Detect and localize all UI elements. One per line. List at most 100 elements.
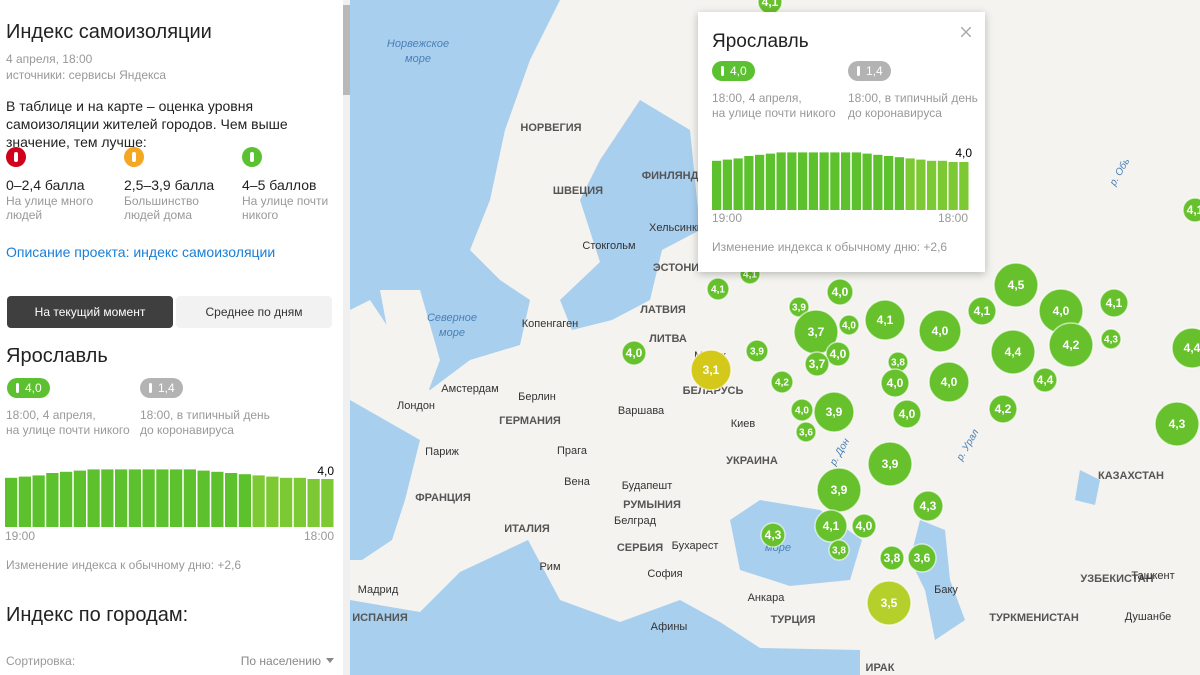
cluster[interactable] xyxy=(828,539,850,561)
cluster[interactable] xyxy=(790,398,814,422)
city-label: Вена xyxy=(564,476,591,488)
country-label: ШВЕЦИЯ xyxy=(553,185,603,197)
project-link[interactable]: Описание проекта: индекс самоизоляции xyxy=(6,244,276,260)
cluster[interactable] xyxy=(866,580,912,626)
cluster[interactable] xyxy=(1182,197,1200,223)
cluster-value: 4,1 xyxy=(743,270,757,281)
tab[interactable]: Среднее по дням xyxy=(176,296,332,328)
cluster[interactable] xyxy=(795,421,817,443)
cluster[interactable] xyxy=(621,340,647,366)
cluster-value: 4,3 xyxy=(765,528,782,542)
bar xyxy=(798,152,808,210)
now-time: 18:00, 4 апреля, xyxy=(712,91,802,105)
cluster-value: 3,6 xyxy=(914,551,931,565)
badge-typical: 1,4 xyxy=(140,378,183,398)
cluster[interactable] xyxy=(880,368,910,398)
cluster-value: 4,1 xyxy=(823,519,840,533)
cluster[interactable] xyxy=(1048,322,1094,368)
cluster-value: 3,9 xyxy=(826,405,843,419)
cluster[interactable] xyxy=(825,341,851,367)
bar xyxy=(722,159,732,210)
cluster[interactable] xyxy=(928,361,970,403)
start-label: 19:00 xyxy=(5,529,35,543)
cluster[interactable] xyxy=(864,299,906,341)
cluster-value: 4,0 xyxy=(832,285,849,299)
cluster[interactable] xyxy=(770,370,794,394)
cluster[interactable] xyxy=(1032,367,1058,393)
cluster[interactable] xyxy=(760,522,786,548)
cluster[interactable] xyxy=(826,278,854,306)
cluster[interactable] xyxy=(1154,401,1200,447)
bar xyxy=(238,474,251,527)
water-label: море xyxy=(439,327,465,339)
cluster[interactable] xyxy=(892,399,922,429)
cluster[interactable] xyxy=(745,339,769,363)
cluster[interactable] xyxy=(918,309,962,353)
bar xyxy=(787,152,797,210)
cluster-value: 4,0 xyxy=(856,519,873,533)
typical-note: до коронавируса xyxy=(848,106,942,120)
cluster[interactable] xyxy=(912,490,944,522)
cluster[interactable] xyxy=(1099,288,1129,318)
bar xyxy=(115,469,128,527)
cluster[interactable] xyxy=(1100,328,1122,350)
city-label: Душанбе xyxy=(1125,611,1172,623)
bar xyxy=(830,152,840,210)
city-label: Рим xyxy=(539,561,560,573)
cluster[interactable] xyxy=(804,351,830,377)
description: В таблице и на карте – оценка уровня сам… xyxy=(6,98,288,150)
cluster-value: 4,5 xyxy=(1008,278,1025,292)
cluster[interactable] xyxy=(988,394,1018,424)
cluster[interactable] xyxy=(838,314,860,336)
cluster-value: 4,0 xyxy=(626,346,643,360)
tab-active[interactable]: На текущий момент xyxy=(7,296,173,328)
legend-note: На улице почти никого xyxy=(242,194,329,222)
cluster[interactable] xyxy=(879,545,905,571)
sort-value[interactable]: По населению xyxy=(240,654,321,668)
cluster[interactable] xyxy=(814,509,848,543)
water-label: Норвежское xyxy=(387,38,449,50)
cluster[interactable] xyxy=(990,329,1036,375)
country-label: ГЕРМАНИЯ xyxy=(499,415,561,427)
cluster[interactable] xyxy=(851,513,877,539)
cluster[interactable] xyxy=(1171,327,1200,369)
cluster[interactable] xyxy=(967,296,997,326)
cluster-value: 4,1 xyxy=(877,313,894,327)
badge-now: 4,0 xyxy=(7,378,50,398)
legend-range: 0–2,4 балла xyxy=(6,177,85,193)
scrollbar[interactable] xyxy=(343,0,350,675)
cluster-value: 3,9 xyxy=(750,347,764,358)
city-label: София xyxy=(647,568,682,580)
bar xyxy=(252,475,265,527)
water-label: море xyxy=(405,53,431,65)
city-label: Бухарест xyxy=(672,540,719,552)
scroll-thumb[interactable] xyxy=(343,5,350,95)
cluster[interactable] xyxy=(813,391,855,433)
bar xyxy=(894,157,904,210)
badge-now: 4,0 xyxy=(712,61,755,81)
bar xyxy=(905,158,915,210)
bar xyxy=(128,469,141,527)
cluster[interactable] xyxy=(993,262,1039,308)
legend-icon xyxy=(242,147,262,167)
legend-range: 2,5–3,9 балла xyxy=(124,177,215,193)
bar xyxy=(884,156,894,210)
bar xyxy=(744,156,754,210)
bar xyxy=(776,152,786,210)
bar xyxy=(266,476,279,527)
cluster[interactable] xyxy=(706,277,730,301)
legend-icon xyxy=(124,147,144,167)
bar xyxy=(959,162,969,210)
bar xyxy=(60,471,73,527)
bar xyxy=(142,469,155,527)
bar xyxy=(18,476,31,527)
city-label: Баку xyxy=(934,584,958,596)
close[interactable] xyxy=(961,27,971,37)
bar xyxy=(927,160,937,210)
cluster[interactable] xyxy=(690,349,732,391)
country-label: НОРВЕГИЯ xyxy=(520,122,581,134)
cluster[interactable] xyxy=(907,543,937,573)
country-label: ИТАЛИЯ xyxy=(504,523,550,535)
cluster[interactable] xyxy=(867,441,913,487)
